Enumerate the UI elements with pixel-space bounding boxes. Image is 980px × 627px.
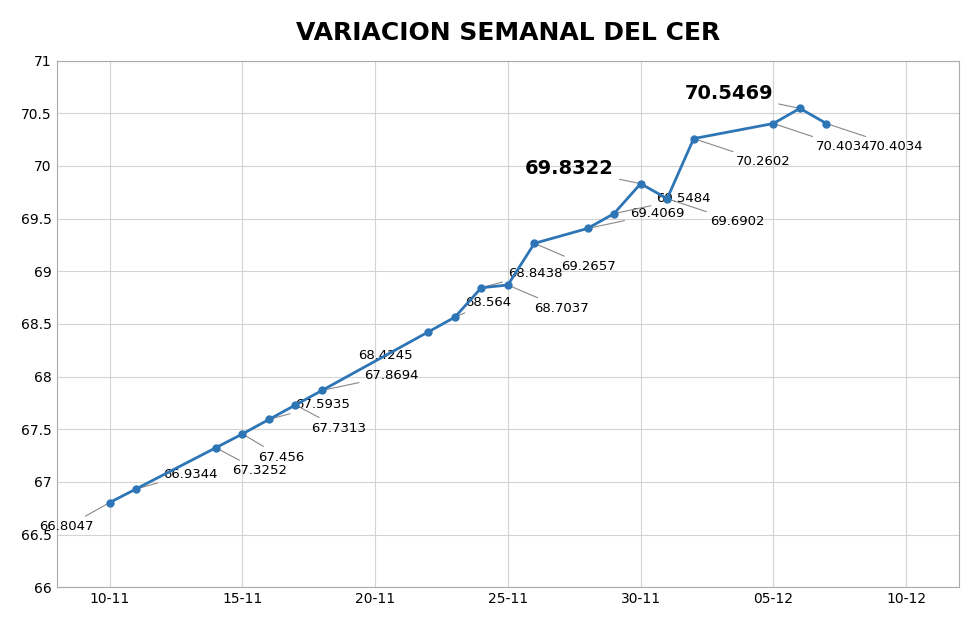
Text: 70.4034: 70.4034	[829, 124, 923, 153]
Text: 68.8438: 68.8438	[484, 266, 563, 287]
Text: 67.3252: 67.3252	[219, 449, 287, 477]
Text: 68.4245: 68.4245	[358, 334, 425, 362]
Text: 69.2657: 69.2657	[537, 245, 615, 273]
Text: 70.4034: 70.4034	[776, 124, 870, 153]
Text: 69.8322: 69.8322	[525, 159, 638, 183]
Text: 67.7313: 67.7313	[298, 406, 367, 435]
Text: 66.8047: 66.8047	[39, 504, 107, 534]
Text: 66.9344: 66.9344	[139, 468, 218, 488]
Text: 69.4069: 69.4069	[590, 207, 684, 228]
Text: 67.5935: 67.5935	[271, 398, 351, 419]
Text: 70.5469: 70.5469	[685, 84, 797, 108]
Text: 68.564: 68.564	[458, 296, 512, 316]
Text: 67.8694: 67.8694	[324, 369, 419, 390]
Text: 68.7037: 68.7037	[511, 286, 589, 315]
Text: 69.5484: 69.5484	[616, 192, 711, 213]
Text: 67.456: 67.456	[245, 435, 305, 463]
Title: VARIACION SEMANAL DEL CER: VARIACION SEMANAL DEL CER	[296, 21, 720, 45]
Text: 70.2602: 70.2602	[697, 139, 791, 168]
Text: 69.6902: 69.6902	[669, 199, 764, 228]
